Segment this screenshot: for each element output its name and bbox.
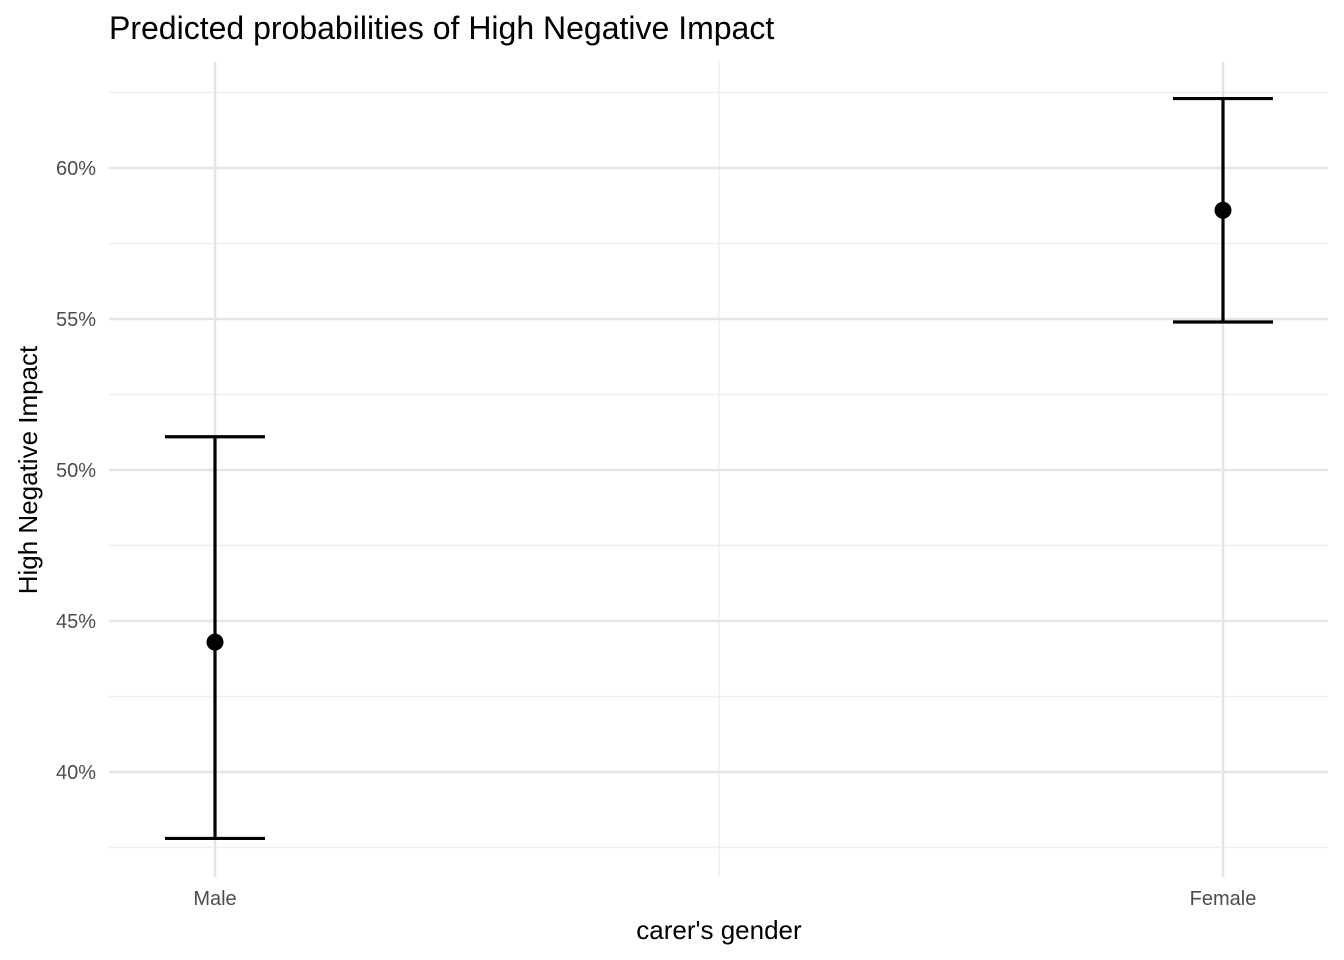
x-tick-label: Female <box>1190 888 1257 910</box>
y-axis-title: High Negative Impact <box>13 345 43 594</box>
y-tick-label: 40% <box>56 762 96 784</box>
y-axis-ticks: 40% 45% 50% 55% 60% <box>56 158 96 784</box>
y-tick-label: 50% <box>56 460 96 482</box>
y-tick-label: 45% <box>56 611 96 633</box>
y-tick-label: 55% <box>56 309 96 331</box>
plot-area <box>165 96 1273 841</box>
x-axis-title: carer's gender <box>636 915 802 945</box>
point-male <box>206 633 224 651</box>
grid <box>109 62 1328 877</box>
point-female <box>1214 201 1232 219</box>
y-tick-label: 60% <box>56 158 96 180</box>
chart-title: Predicted probabilities of High Negative… <box>109 10 774 46</box>
x-axis-ticks: Male Female <box>193 888 1256 910</box>
x-tick-label: Male <box>193 888 236 910</box>
